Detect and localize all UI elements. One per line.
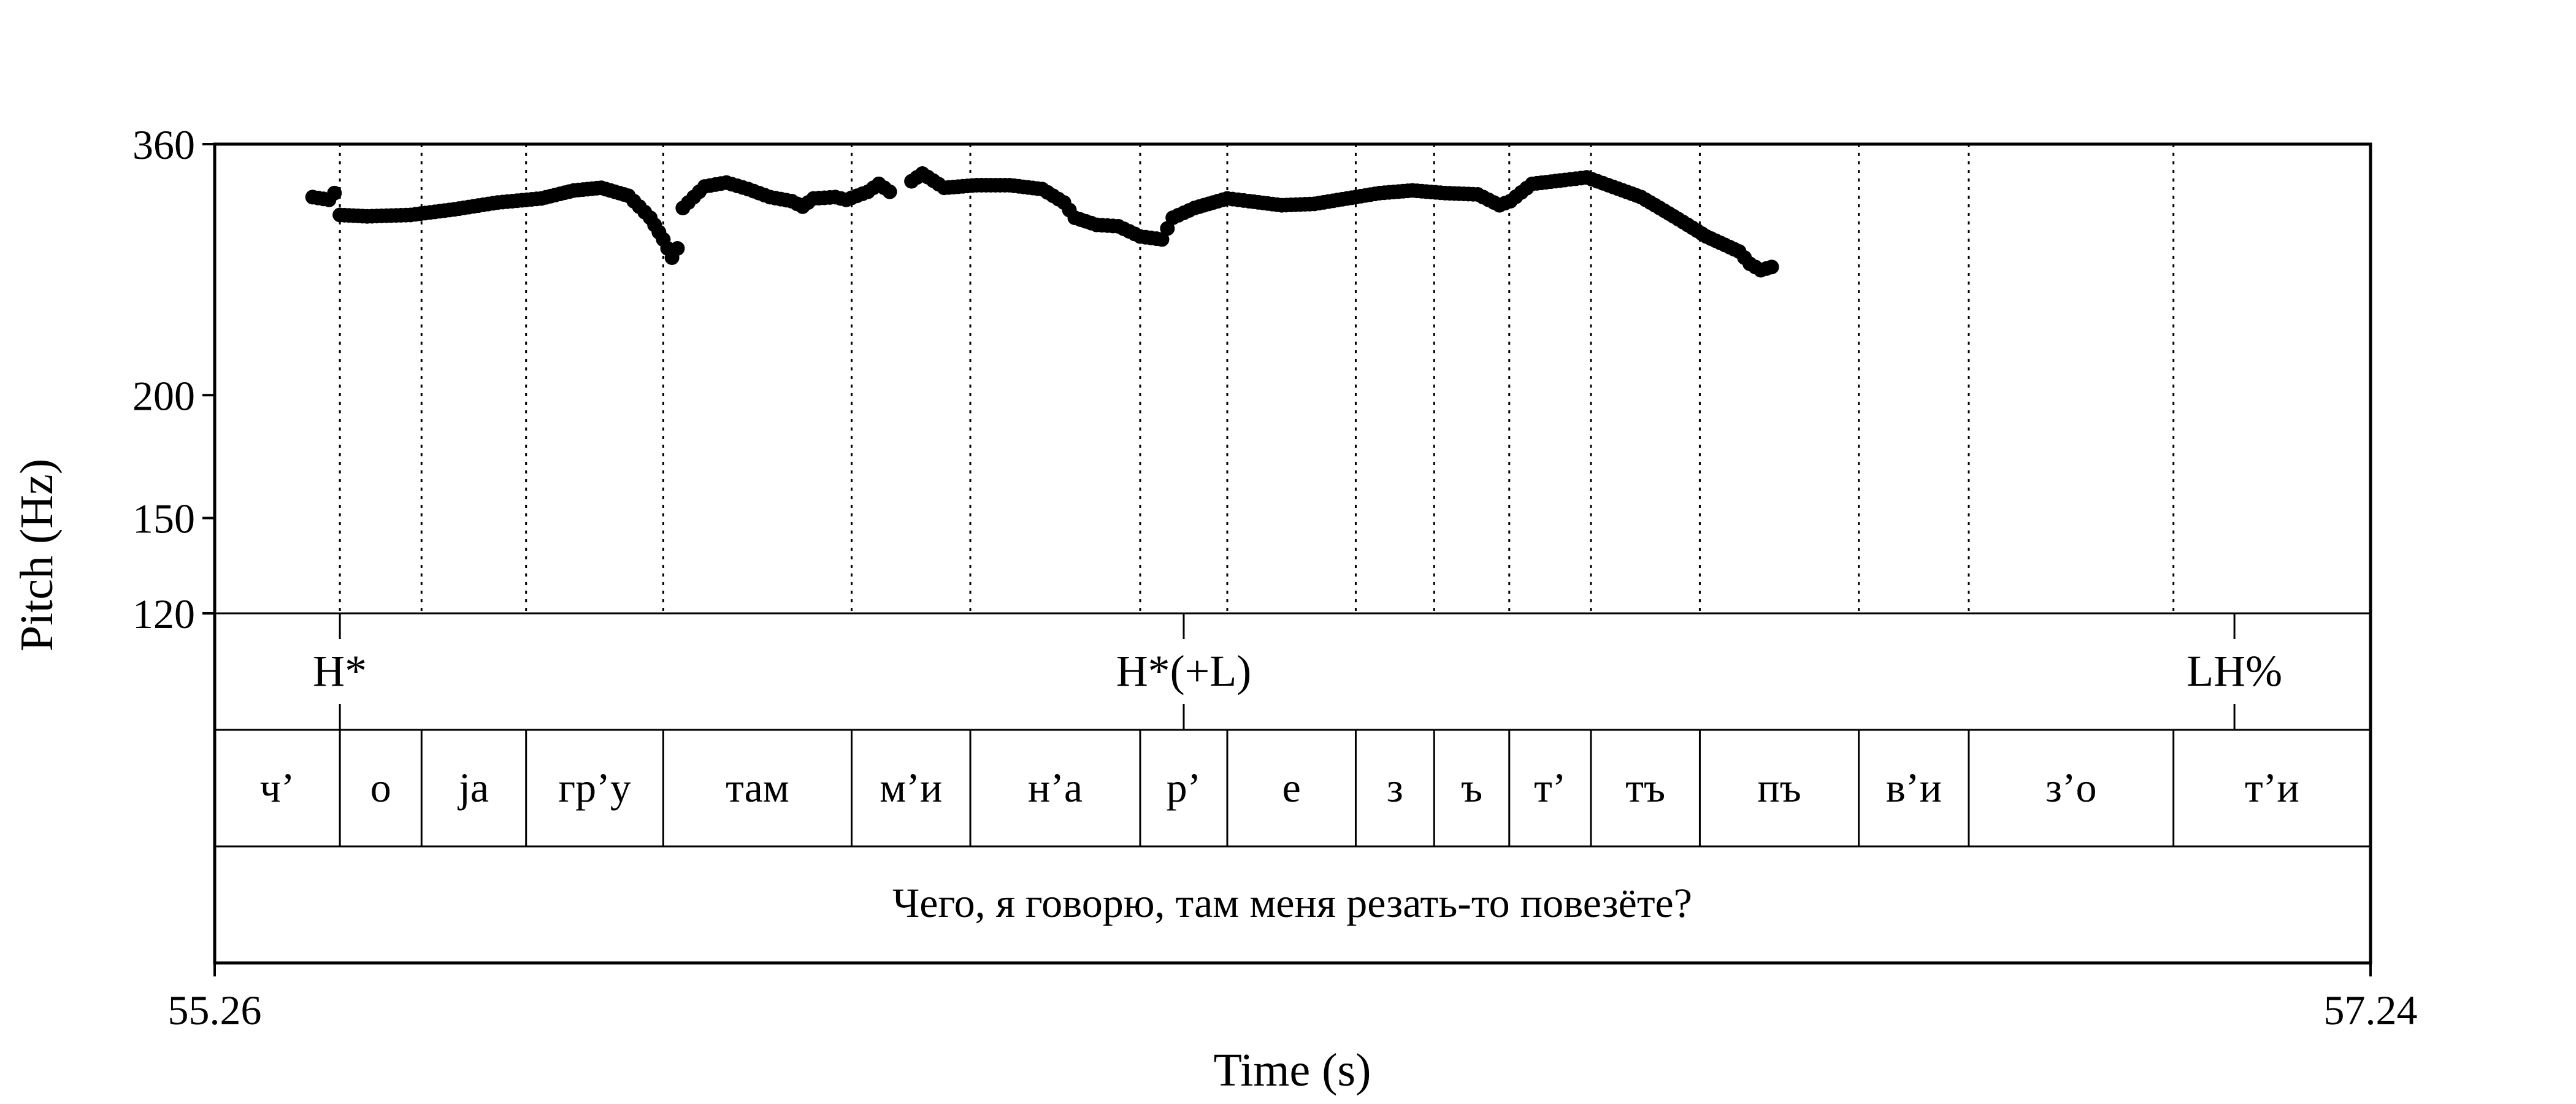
- syllable-label: т’и: [2245, 764, 2299, 811]
- syllable-label: ч’: [260, 764, 295, 811]
- syllable-label: там: [726, 764, 789, 811]
- pitch-point: [1154, 232, 1170, 247]
- pitch-point: [1764, 259, 1779, 275]
- syllable-label: в’и: [1886, 764, 1942, 811]
- syllable-label: ъ: [1461, 764, 1482, 811]
- y-axis-title: Pitch (Hz): [11, 459, 63, 651]
- y-tick-label: 200: [132, 372, 195, 419]
- y-axis: 360 200 150 120: [132, 121, 215, 637]
- y-tick-label: 120: [132, 591, 195, 637]
- pitch-point: [882, 184, 897, 199]
- pitch-point: [670, 241, 685, 256]
- tone-label: LH%: [2187, 646, 2282, 696]
- syllable-label: з: [1387, 764, 1403, 811]
- syllable-label: м’и: [880, 764, 942, 811]
- syllable-label: р’: [1167, 764, 1202, 811]
- x-tick-label: 55.26: [168, 987, 262, 1033]
- y-tick-label: 150: [132, 496, 195, 542]
- syllable-label: з’о: [2045, 764, 2097, 811]
- syllable-boundaries: [339, 144, 2175, 846]
- syllable-label: пъ: [1757, 764, 1801, 811]
- y-tick-label: 360: [132, 121, 195, 168]
- x-axis-title: Time (s): [1214, 1045, 1371, 1096]
- x-tick-label: 57.24: [2324, 987, 2418, 1033]
- plot-frame: [213, 142, 2372, 965]
- tone-label: H*(+L): [1116, 646, 1252, 696]
- syllable-label: е: [1282, 764, 1301, 811]
- sentence-label: Чего, я говорю, там меня резать-то повез…: [892, 880, 1692, 926]
- pitch-point: [327, 185, 342, 201]
- pitch-points: [305, 166, 1779, 278]
- syllable-label: ja: [458, 764, 489, 811]
- x-axis: 55.26 57.24: [168, 963, 2418, 1033]
- syllable-label: тъ: [1625, 764, 1665, 811]
- tone-tier: H* H*(+L) LH%: [313, 613, 2282, 730]
- syllable-label: гр’у: [558, 764, 631, 811]
- tone-label: H*: [313, 646, 367, 696]
- syllable-label: о: [370, 764, 391, 811]
- syllable-label: н’а: [1028, 764, 1083, 811]
- syllable-tier: ч’ о ja гр’у там м’и н’а р’ е з ъ т’ тъ пъ в’и з’о т’и: [260, 764, 2299, 811]
- syllable-label: т’: [1534, 764, 1566, 811]
